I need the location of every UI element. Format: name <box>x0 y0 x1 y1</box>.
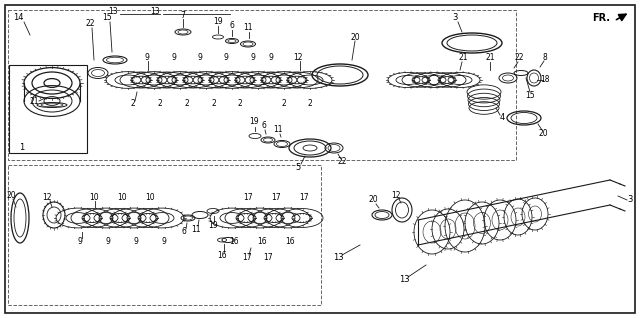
Text: 10: 10 <box>89 192 99 202</box>
Text: 13: 13 <box>333 253 343 262</box>
Text: 5: 5 <box>296 162 301 171</box>
Text: 12: 12 <box>391 190 401 199</box>
Text: 17: 17 <box>299 192 309 202</box>
Text: 9: 9 <box>198 52 202 61</box>
Text: 9: 9 <box>77 237 83 245</box>
Bar <box>9 65 87 153</box>
Text: 22: 22 <box>515 52 524 61</box>
Text: 3: 3 <box>627 196 633 204</box>
Text: 11: 11 <box>243 24 253 32</box>
Text: 11: 11 <box>273 126 283 135</box>
Text: 22: 22 <box>85 19 95 29</box>
Text: 2: 2 <box>308 100 312 108</box>
Text: 21: 21 <box>485 52 495 61</box>
Text: 8: 8 <box>543 52 547 61</box>
Text: 6: 6 <box>262 121 266 130</box>
Text: 16: 16 <box>229 237 239 245</box>
Text: 3: 3 <box>452 13 458 23</box>
Text: 19: 19 <box>208 220 218 230</box>
Text: 20: 20 <box>6 190 16 199</box>
Text: 9: 9 <box>172 52 177 61</box>
Text: 17: 17 <box>271 192 281 202</box>
Text: 20: 20 <box>368 196 378 204</box>
Text: 19: 19 <box>249 117 259 127</box>
Text: 9: 9 <box>161 237 166 245</box>
Text: 16: 16 <box>257 237 267 245</box>
Text: 22: 22 <box>337 157 347 167</box>
Text: 2: 2 <box>184 100 189 108</box>
Text: 2: 2 <box>212 100 216 108</box>
Text: 17: 17 <box>243 192 253 202</box>
Text: 16: 16 <box>285 237 295 245</box>
Text: 11: 11 <box>191 225 201 233</box>
Text: 4: 4 <box>499 114 504 122</box>
Text: 2: 2 <box>157 100 163 108</box>
Text: 21: 21 <box>29 98 39 107</box>
Bar <box>8 165 321 305</box>
Text: 6: 6 <box>182 227 186 237</box>
Bar <box>8 10 516 160</box>
Text: 9: 9 <box>134 237 138 245</box>
Text: 20: 20 <box>350 32 360 42</box>
Text: 18: 18 <box>540 75 550 85</box>
Text: 14: 14 <box>13 13 23 23</box>
Text: 9: 9 <box>269 52 273 61</box>
Text: 6: 6 <box>230 22 234 31</box>
Text: 21: 21 <box>458 52 468 61</box>
Text: 9: 9 <box>223 52 228 61</box>
Text: 15: 15 <box>102 13 112 23</box>
Text: 13: 13 <box>108 8 118 17</box>
Text: 16: 16 <box>217 251 227 259</box>
Text: 12: 12 <box>42 193 52 203</box>
Text: 2: 2 <box>282 100 286 108</box>
Text: 7: 7 <box>180 10 186 19</box>
Text: 20: 20 <box>538 128 548 137</box>
Text: 10: 10 <box>145 192 155 202</box>
Text: 19: 19 <box>213 17 223 26</box>
Text: 12: 12 <box>293 52 303 61</box>
Text: 2: 2 <box>131 100 136 108</box>
Text: 17: 17 <box>263 253 273 262</box>
Text: 2: 2 <box>237 100 243 108</box>
Text: 13: 13 <box>150 8 160 17</box>
Text: FR.: FR. <box>592 13 610 23</box>
Text: 9: 9 <box>106 237 111 245</box>
Text: 17: 17 <box>242 253 252 262</box>
Text: 13: 13 <box>399 275 410 285</box>
Text: 9: 9 <box>251 52 255 61</box>
Text: 9: 9 <box>145 52 149 61</box>
Text: 15: 15 <box>525 91 535 100</box>
Text: 1: 1 <box>19 142 24 151</box>
Text: 10: 10 <box>117 192 127 202</box>
